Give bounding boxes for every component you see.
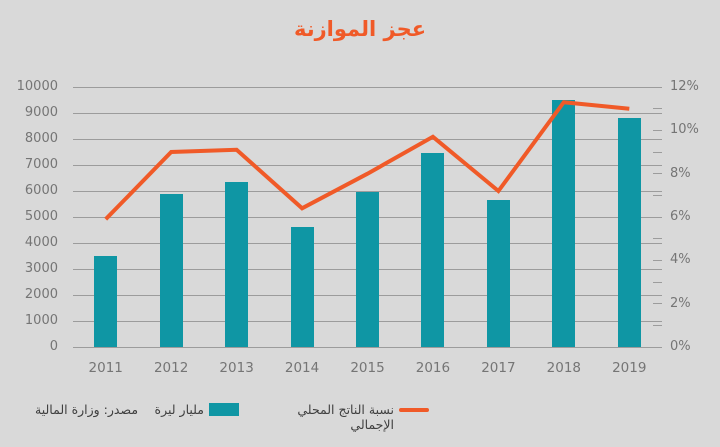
gdp-ratio-line-layer bbox=[104, 100, 630, 221]
x-axis-label-2017: 2017 bbox=[481, 360, 516, 376]
x-axis-label-2014: 2014 bbox=[284, 360, 320, 376]
legend-bars-swatch-icon bbox=[209, 403, 239, 416]
bar-2011 bbox=[94, 256, 118, 347]
right-axis-label-6%: 6% bbox=[670, 209, 691, 224]
left-axis-label-3000: 3000 bbox=[24, 261, 58, 276]
legend-line-label: نسبة الناتج المحلي الإجمالي bbox=[297, 402, 394, 432]
bar-2016 bbox=[421, 153, 445, 347]
right-axis-label-8%: 8% bbox=[670, 165, 691, 181]
left-axis-label-7000: 7000 bbox=[24, 157, 58, 172]
right-axis-tick bbox=[653, 324, 662, 326]
right-axis-label-2%: 2% bbox=[670, 295, 691, 311]
left-axis-label-10000: 10000 bbox=[16, 79, 58, 94]
right-axis-label-0%: 0% bbox=[670, 339, 691, 354]
bar-2015 bbox=[356, 192, 379, 347]
left-axis-label-5000: 5000 bbox=[24, 209, 58, 224]
gridline bbox=[73, 86, 662, 88]
gridline bbox=[73, 164, 662, 166]
gridline bbox=[73, 138, 662, 140]
x-axis-label-2011: 2011 bbox=[88, 360, 123, 376]
right-axis-tick bbox=[653, 216, 662, 218]
x-axis-label-2015: 2015 bbox=[350, 360, 385, 376]
bar-2018 bbox=[552, 100, 576, 347]
right-axis-tick bbox=[653, 108, 662, 110]
left-axis-label-4000: 4000 bbox=[24, 235, 58, 250]
right-axis-tick bbox=[653, 346, 662, 348]
x-axis-label-2012: 2012 bbox=[153, 360, 189, 376]
right-axis-label-10%: 10% bbox=[670, 122, 699, 138]
right-axis-tick bbox=[653, 303, 662, 305]
chart-title: عجز الموازنة bbox=[293, 17, 427, 41]
right-axis-tick bbox=[653, 259, 662, 261]
x-axis-label-2013: 2013 bbox=[219, 360, 254, 376]
right-axis-tick bbox=[653, 129, 662, 131]
right-axis-tick bbox=[653, 281, 662, 283]
left-axis-label-8000: 8000 bbox=[24, 131, 58, 146]
right-axis-tick bbox=[653, 151, 662, 153]
gridline bbox=[73, 346, 662, 348]
right-axis-tick bbox=[653, 194, 662, 196]
x-axis-label-2019: 2019 bbox=[612, 360, 647, 376]
bar-2014 bbox=[290, 227, 314, 347]
bar-2019 bbox=[617, 118, 641, 347]
left-axis-label-9000: 9000 bbox=[24, 105, 58, 120]
source-note: مصدر: وزارة المالية bbox=[35, 402, 139, 417]
right-axis-label-4%: 4% bbox=[670, 252, 691, 268]
right-axis-tick bbox=[653, 86, 662, 88]
x-axis-label-2016: 2016 bbox=[415, 360, 451, 376]
left-axis-label-1000: 1000 bbox=[24, 313, 58, 328]
x-axis-label-2018: 2018 bbox=[546, 360, 581, 376]
right-axis-tick bbox=[653, 173, 662, 175]
gridline bbox=[73, 112, 662, 114]
bar-2017 bbox=[486, 200, 510, 347]
gdp-ratio-line bbox=[104, 100, 630, 221]
left-axis-label-0: 0 bbox=[49, 339, 58, 354]
gridline bbox=[73, 190, 662, 192]
plot-area bbox=[73, 86, 662, 348]
legend-line-swatch-icon bbox=[399, 408, 429, 412]
right-axis-tick bbox=[653, 238, 662, 240]
left-axis-label-6000: 6000 bbox=[24, 183, 58, 198]
left-axis-label-2000: 2000 bbox=[24, 287, 58, 302]
chart-footer: مصدر: وزارة المالية مليار ليرة نسبة النا… bbox=[0, 398, 720, 432]
legend-bars-label: مليار ليرة bbox=[154, 402, 204, 417]
bar-2013 bbox=[225, 181, 249, 347]
bar-2012 bbox=[159, 193, 183, 347]
right-axis-label-12%: 12% bbox=[670, 79, 699, 94]
